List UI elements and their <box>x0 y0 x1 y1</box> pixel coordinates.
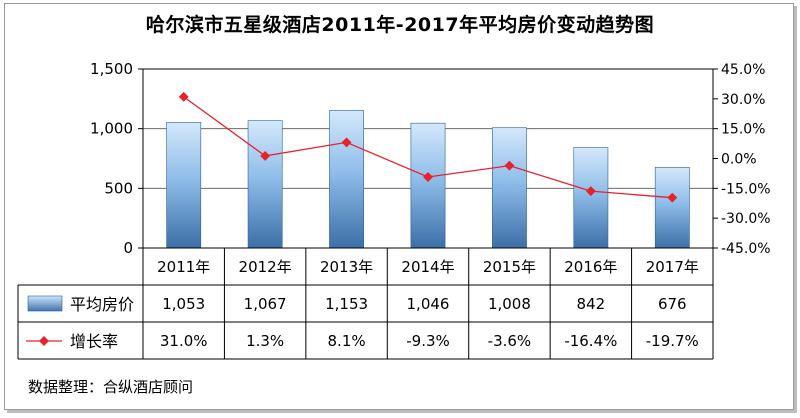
legend-key-avg-price <box>27 295 63 312</box>
bar-2011年 <box>166 122 202 249</box>
legend-label-avg-price: 平均房价 <box>70 295 134 314</box>
bar-2017年 <box>654 167 690 249</box>
right-axis-tick-label: 30.0% <box>721 92 765 108</box>
avg-price-value: 842 <box>577 295 606 313</box>
avg-price-value: 1,053 <box>162 295 205 313</box>
growth-rate-value: -3.6% <box>488 332 532 350</box>
category-label: 2017年 <box>646 258 699 276</box>
growth-rate-point-2013年 <box>341 137 352 148</box>
avg-price-value: 1,153 <box>325 295 368 313</box>
category-label: 2013年 <box>320 258 373 276</box>
left-axis-tick-label: 500 <box>104 179 133 197</box>
category-label: 2015年 <box>483 258 536 276</box>
category-label: 2014年 <box>401 258 454 276</box>
legend-key-growth-marker <box>39 336 49 346</box>
bar-2015年 <box>492 127 527 249</box>
avg-price-value: 1,008 <box>488 295 531 313</box>
growth-rate-point-2012年 <box>260 150 271 161</box>
bar-2016年 <box>573 147 609 249</box>
growth-rate-value: -16.4% <box>564 332 617 350</box>
growth-rate-value: 1.3% <box>246 332 284 350</box>
avg-price-value: 1,046 <box>407 295 450 313</box>
growth-rate-point-2016年 <box>585 186 596 197</box>
growth-rate-point-2014年 <box>423 172 433 182</box>
right-axis-tick-label: -45.0% <box>721 241 771 257</box>
right-axis-tick-label: 45.0% <box>721 62 765 78</box>
bar-2012年 <box>247 120 283 249</box>
bar-2013年 <box>329 110 364 249</box>
growth-rate-point-2015年 <box>504 160 515 171</box>
category-label: 2011年 <box>157 258 210 276</box>
category-label: 2012年 <box>239 258 292 276</box>
growth-rate-point-2011年 <box>178 91 189 102</box>
growth-rate-point-2017年 <box>667 192 678 203</box>
category-label: 2016年 <box>564 258 617 276</box>
growth-rate-value: 8.1% <box>328 332 366 350</box>
right-axis-tick-label: 0.0% <box>721 152 757 168</box>
right-axis-tick-label: 15.0% <box>721 122 765 138</box>
chart-title: 哈尔滨市五星级酒店2011年-2017年平均房价变动趋势图 <box>145 14 655 36</box>
avg-price-value: 1,067 <box>244 295 287 313</box>
right-axis-tick-label: -15.0% <box>721 181 771 197</box>
legend-label-growth-rate: 增长率 <box>70 332 118 351</box>
growth-rate-value: -9.3% <box>406 332 450 350</box>
left-axis-tick-label: 1,500 <box>90 60 133 78</box>
avg-price-value: 676 <box>658 295 687 313</box>
right-axis-tick-label: -30.0% <box>721 211 771 227</box>
growth-rate-value: -19.7% <box>646 332 699 350</box>
left-axis-tick-label: 0 <box>123 239 133 257</box>
left-axis-tick-label: 1,000 <box>90 120 133 138</box>
data-source-note: 数据整理：合纵酒店顾问 <box>28 378 194 396</box>
bar-2014年 <box>410 122 446 249</box>
growth-rate-value: 31.0% <box>160 332 208 350</box>
